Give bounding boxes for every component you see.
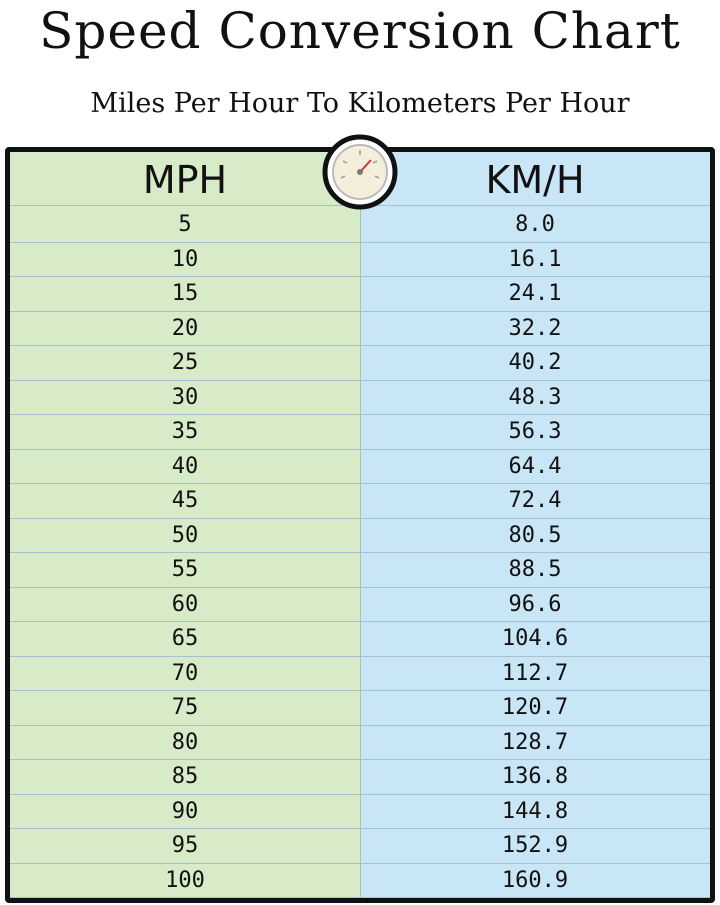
row-line [10, 793, 710, 795]
mph-cell: 30 [171, 384, 199, 410]
mph-cell: 50 [171, 522, 199, 548]
row-line [10, 414, 710, 415]
column-header: MPH [142, 158, 228, 202]
mph-cell: 40 [171, 453, 199, 479]
kmh-cell: 24.1 [508, 281, 562, 306]
kmh-cell: 160.9 [501, 867, 569, 893]
kmh-cell: 40.2 [508, 350, 562, 375]
row-line [10, 517, 710, 519]
column-divider [360, 152, 361, 898]
row-line [10, 655, 710, 657]
row-line [10, 310, 710, 312]
mph-cell: 80 [171, 729, 199, 755]
mph-cell: 5 [178, 212, 192, 237]
kmh-cell: 120.7 [501, 695, 569, 720]
mph-cell: 75 [171, 695, 199, 720]
kmh-cell: 136.8 [501, 764, 569, 789]
row-line [10, 724, 710, 726]
kmh-cell: 96.6 [508, 591, 562, 617]
kmh-cell: 152.9 [501, 833, 569, 858]
speedometer-icon [322, 134, 398, 210]
mph-cell: 65 [171, 626, 199, 651]
subtitle: Miles Per Hour To Kilometers Per Hour [90, 88, 630, 119]
kmh-cell: 8.0 [515, 212, 555, 237]
mph-cell: 10 [171, 246, 199, 272]
column-header: KM/H [485, 158, 585, 202]
mph-cell: 25 [171, 350, 199, 375]
kmh-cell: 144.8 [501, 798, 569, 824]
kmh-cell: 32.2 [508, 315, 562, 341]
mph-cell: 85 [171, 764, 199, 789]
kmh-cell: 104.6 [501, 626, 569, 651]
kmh-cell: 112.7 [501, 660, 569, 686]
kmh-cell: 48.3 [508, 384, 562, 410]
row-line [10, 759, 710, 760]
mph-cell: 55 [171, 557, 199, 582]
mph-cell: 35 [171, 419, 199, 444]
mph-cell: 20 [171, 315, 199, 341]
row-line [10, 345, 710, 346]
table: MPH KM/H 5 8.0 10 16.1 15 24.1 20 32.2 25 40.2 30 4… [5, 147, 715, 903]
row-line [10, 621, 710, 622]
row-line [10, 828, 710, 829]
row-line [10, 552, 710, 553]
kmh-cell: 128.7 [501, 729, 569, 755]
row-line [10, 379, 710, 381]
kmh-cell: 56.3 [508, 419, 562, 444]
kmh-cell: 72.4 [508, 488, 562, 513]
row-line [10, 897, 710, 898]
kmh-cell: 80.5 [508, 522, 562, 548]
row-line [10, 483, 710, 484]
mph-cell: 100 [165, 867, 205, 893]
kmh-cell: 16.1 [508, 246, 562, 272]
mph-cell: 70 [171, 660, 199, 686]
mph-cell: 15 [171, 281, 199, 306]
title: Speed Conversion Chart [39, 2, 681, 60]
row-line [10, 241, 710, 243]
mph-cell: 90 [171, 798, 199, 824]
row-line [10, 448, 710, 450]
row-line [10, 276, 710, 277]
row-line [10, 690, 710, 691]
mph-cell: 45 [171, 488, 199, 513]
mph-cell: 60 [171, 591, 199, 617]
mph-cell: 95 [171, 833, 199, 858]
kmh-cell: 64.4 [508, 453, 562, 479]
kmh-cell: 88.5 [508, 557, 562, 582]
row-line [10, 862, 710, 864]
row-line [10, 586, 710, 588]
